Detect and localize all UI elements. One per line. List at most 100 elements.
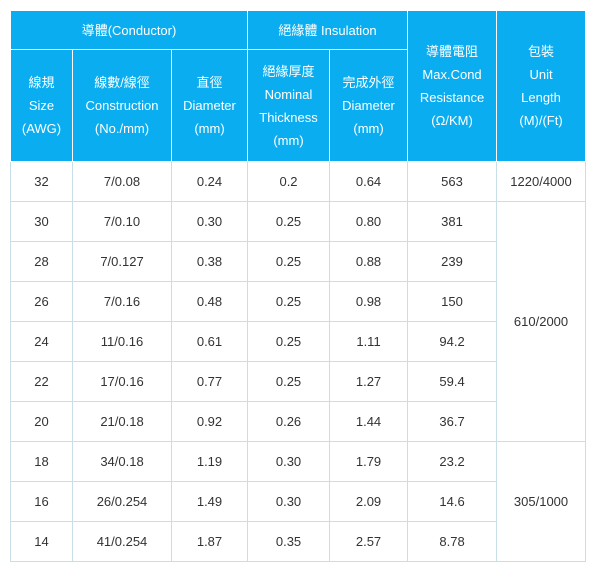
- cell-outer-diameter: 0.98: [329, 281, 409, 322]
- cell-construction: 11/0.16: [72, 321, 172, 362]
- cell-size: 20: [10, 401, 73, 442]
- cell-thickness: 0.35: [247, 521, 331, 562]
- cell-diameter: 0.77: [170, 361, 249, 402]
- table-row: 18 34/0.18 1.19 0.30 1.79 23.2 305/1000: [10, 441, 587, 562]
- cell-outer-diameter: 2.57: [329, 521, 409, 562]
- cell-size: 32: [10, 161, 73, 202]
- header-diameter-line: Diameter: [183, 98, 236, 113]
- table-row: 26 7/0.16 0.48 0.25 0.98 150: [10, 281, 586, 322]
- header-thickness-line: Thickness: [259, 109, 318, 125]
- header-length-line: Length: [521, 90, 561, 105]
- table-row: 30 7/0.10 0.30 0.25 0.80 381 610/2000: [10, 201, 587, 442]
- table-row: 32 7/0.08 0.24 0.2 0.64 563 1220/4000: [10, 161, 587, 202]
- header-unit-length: 包裝 Unit Length (M)/(Ft): [496, 10, 587, 162]
- cell-thickness: 0.26: [247, 401, 331, 442]
- cell-construction: 17/0.16: [72, 361, 172, 402]
- cell-diameter: 0.30: [170, 201, 249, 242]
- cell-resistance: 36.7: [407, 401, 498, 442]
- cell-diameter: 1.87: [170, 521, 249, 562]
- cell-diameter: 0.48: [170, 281, 249, 322]
- cell-unit-length: 305/1000: [496, 441, 587, 562]
- header-row-group: 導體(Conductor) 絕緣體 Insulation 導體電阻 Max.Co…: [9, 10, 587, 162]
- header-row-columns: 線規 Size (AWG) 線數/線徑 Construction (No./mm…: [10, 49, 586, 162]
- spec-table-container: 導體(Conductor) 絕緣體 Insulation 導體電阻 Max.Co…: [9, 10, 587, 562]
- cell-construction: 7/0.16: [72, 281, 172, 322]
- cell-diameter: 0.24: [170, 161, 249, 202]
- cell-size: 18: [10, 441, 73, 482]
- header-conductor: 導體(Conductor): [9, 10, 249, 50]
- cell-outer-diameter: 0.88: [329, 241, 409, 282]
- cell-resistance: 150: [407, 281, 498, 322]
- cell-construction: 26/0.254: [72, 481, 172, 522]
- table-row: 16 26/0.254 1.49 0.30 2.09 14.6: [10, 481, 586, 522]
- cell-size: 24: [10, 321, 73, 362]
- cell-diameter: 0.38: [170, 241, 249, 282]
- cell-construction: 7/0.10: [72, 201, 172, 242]
- header-construction-line: (No./mm): [94, 121, 150, 136]
- table-row: 14 41/0.254 1.87 0.35 2.57 8.78: [10, 521, 586, 562]
- cell-outer-diameter: 0.64: [329, 161, 409, 202]
- header-length-line: Unit: [529, 67, 553, 82]
- header-thickness-line: Nominal: [264, 86, 313, 102]
- cell-construction: 7/0.08: [72, 161, 172, 202]
- cell-thickness: 0.25: [247, 241, 331, 282]
- cell-diameter: 1.19: [170, 441, 249, 482]
- header-size-line: 線規: [28, 75, 55, 90]
- wire-spec-table: 導體(Conductor) 絕緣體 Insulation 導體電阻 Max.Co…: [9, 10, 587, 562]
- cell-diameter: 0.61: [170, 321, 249, 362]
- cell-resistance: 94.2: [407, 321, 498, 362]
- cell-thickness: 0.30: [247, 481, 331, 522]
- header-od-line: Diameter: [342, 98, 395, 113]
- cell-size: 16: [10, 481, 73, 522]
- header-size-line: Size: [28, 98, 55, 113]
- cell-resistance: 563: [407, 161, 498, 202]
- cell-thickness: 0.25: [247, 361, 331, 402]
- cell-construction: 41/0.254: [72, 521, 172, 562]
- cell-construction: 7/0.127: [72, 241, 172, 282]
- cell-thickness: 0.25: [247, 281, 331, 322]
- cell-resistance: 381: [407, 201, 498, 242]
- cell-outer-diameter: 1.79: [329, 441, 409, 482]
- header-resistance-line: 導體電阻: [426, 44, 479, 59]
- header-length-line: (M)/(Ft): [519, 113, 563, 128]
- cell-construction: 21/0.18: [72, 401, 172, 442]
- header-size: 線規 Size (AWG): [10, 49, 73, 162]
- cell-diameter: 0.92: [170, 401, 249, 442]
- header-resistance-line: Resistance: [419, 90, 485, 105]
- header-size-line: (AWG): [21, 121, 62, 136]
- cell-resistance: 239: [407, 241, 498, 282]
- cell-resistance: 23.2: [407, 441, 498, 482]
- header-construction: 線數/線徑 Construction (No./mm): [72, 49, 172, 162]
- cell-outer-diameter: 2.09: [329, 481, 409, 522]
- cell-size: 22: [10, 361, 73, 402]
- cell-outer-diameter: 0.80: [329, 201, 409, 242]
- header-thickness-line: (mm): [273, 132, 304, 148]
- header-insulation: 絕緣體 Insulation: [247, 10, 409, 50]
- cell-outer-diameter: 1.11: [329, 321, 409, 362]
- cell-thickness: 0.2: [247, 161, 331, 202]
- table-row: 28 7/0.127 0.38 0.25 0.88 239: [10, 241, 586, 282]
- header-diameter-line: (mm): [194, 121, 225, 136]
- cell-size: 26: [10, 281, 73, 322]
- cell-resistance: 8.78: [407, 521, 498, 562]
- header-outer-diameter: 完成外徑 Diameter (mm): [329, 49, 409, 162]
- cell-thickness: 0.25: [247, 201, 331, 242]
- cell-unit-length: 610/2000: [496, 201, 587, 442]
- cell-resistance: 59.4: [407, 361, 498, 402]
- header-diameter-line: 直徑: [196, 75, 223, 90]
- header-resistance: 導體電阻 Max.Cond Resistance (Ω/KM): [407, 10, 498, 162]
- header-thickness-line: 絕緣厚度: [262, 63, 315, 79]
- cell-thickness: 0.25: [247, 321, 331, 362]
- header-od-line: 完成外徑: [342, 75, 395, 90]
- cell-diameter: 1.49: [170, 481, 249, 522]
- cell-outer-diameter: 1.44: [329, 401, 409, 442]
- cell-thickness: 0.30: [247, 441, 331, 482]
- cell-unit-length: 1220/4000: [496, 161, 587, 202]
- cell-size: 30: [10, 201, 73, 242]
- cell-resistance: 14.6: [407, 481, 498, 522]
- cell-size: 14: [10, 521, 73, 562]
- cell-size: 28: [10, 241, 73, 282]
- cell-outer-diameter: 1.27: [329, 361, 409, 402]
- header-length-line: 包裝: [528, 44, 555, 59]
- table-row: 20 21/0.18 0.92 0.26 1.44 36.7: [10, 401, 586, 442]
